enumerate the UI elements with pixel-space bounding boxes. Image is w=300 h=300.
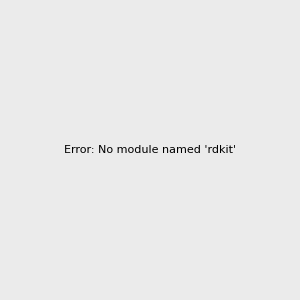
Text: Error: No module named 'rdkit': Error: No module named 'rdkit'	[64, 145, 236, 155]
